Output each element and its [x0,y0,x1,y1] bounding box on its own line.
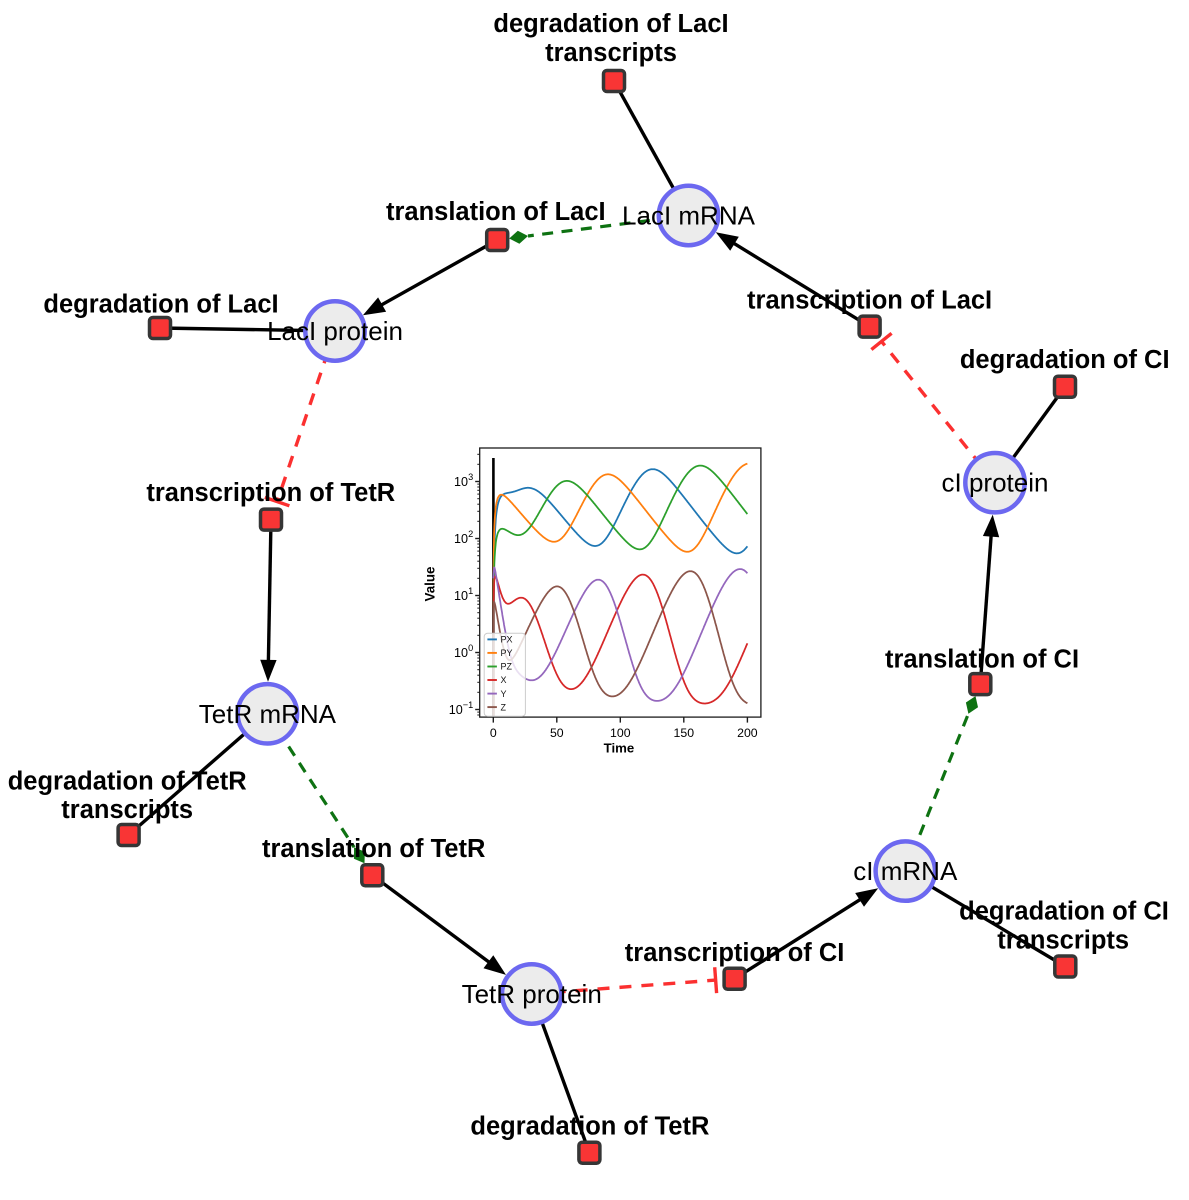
svg-text:PX: PX [501,635,513,645]
svg-text:LacI protein: LacI protein [267,316,403,346]
svg-text:transcription of CI: transcription of CI [625,939,845,967]
svg-text:100: 100 [610,726,631,740]
svg-text:transcripts: transcripts [997,926,1129,954]
svg-text:PZ: PZ [501,662,513,672]
svg-text:50: 50 [550,726,564,740]
svg-text:transcripts: transcripts [545,39,677,67]
svg-text:200: 200 [737,726,758,740]
svg-text:Y: Y [501,689,507,699]
svg-text:degradation of CI: degradation of CI [960,346,1170,374]
svg-text:transcripts: transcripts [61,796,193,824]
svg-text:transcription of LacI: transcription of LacI [747,287,992,315]
svg-text:0: 0 [490,726,497,740]
svg-text:TetR mRNA: TetR mRNA [199,699,337,729]
svg-text:cI protein: cI protein [942,468,1049,498]
svg-text:translation of CI: translation of CI [885,645,1079,673]
svg-text:Z: Z [501,702,507,712]
svg-text:TetR protein: TetR protein [462,979,602,1009]
svg-text:PY: PY [501,648,513,658]
svg-text:X: X [501,675,507,685]
svg-text:150: 150 [674,726,695,740]
svg-text:degradation of LacI: degradation of LacI [43,290,278,318]
svg-text:degradation of LacI: degradation of LacI [493,10,728,38]
svg-text:degradation of TetR: degradation of TetR [8,767,247,795]
svg-text:translation of LacI: translation of LacI [386,198,606,226]
svg-text:translation of TetR: translation of TetR [262,835,485,863]
svg-text:LacI mRNA: LacI mRNA [622,201,756,231]
svg-text:degradation of TetR: degradation of TetR [470,1113,709,1141]
svg-text:degradation of CI: degradation of CI [959,898,1169,926]
svg-text:transcription of TetR: transcription of TetR [146,479,395,507]
svg-text:cI mRNA: cI mRNA [853,856,958,886]
svg-text:Value: Value [423,567,438,602]
svg-text:Time: Time [604,740,635,755]
